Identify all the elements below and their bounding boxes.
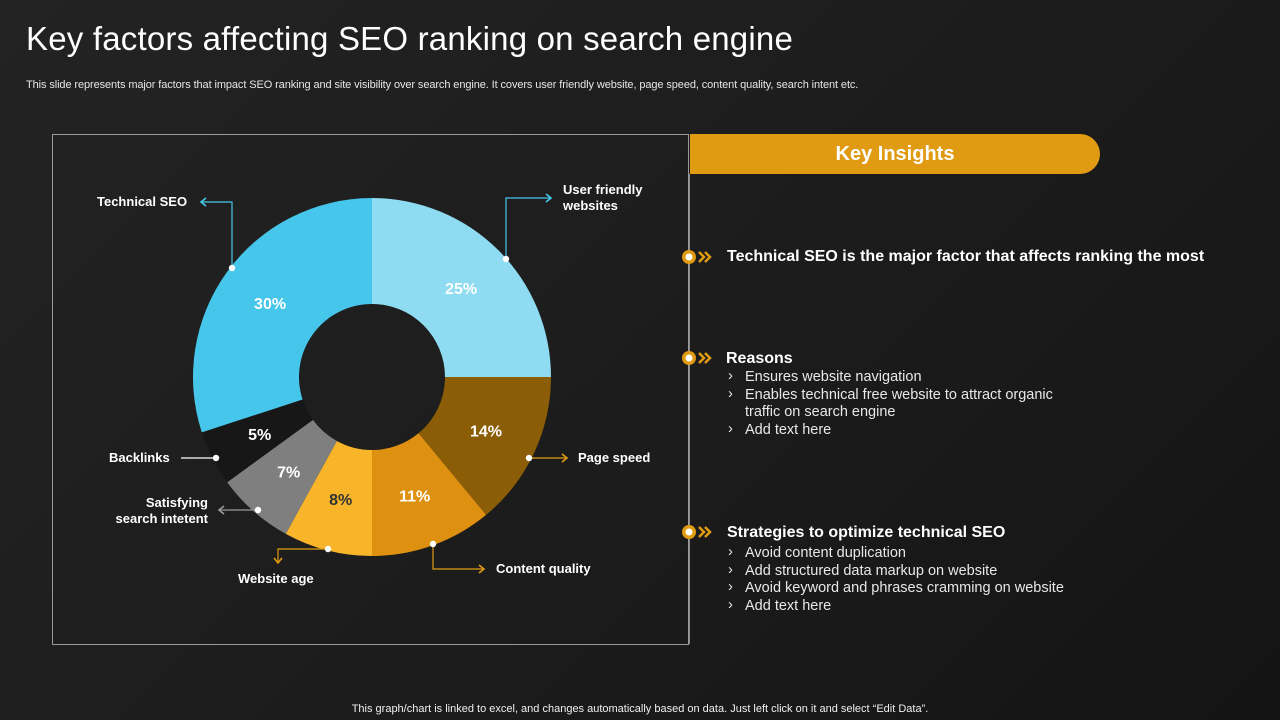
callout-arrow-icon xyxy=(561,453,569,463)
donut-slice-label: 8% xyxy=(329,492,352,509)
list-item: Avoid content duplication xyxy=(726,544,1064,563)
callout-arrow-icon xyxy=(199,197,207,207)
donut-slice-backlinks[interactable] xyxy=(201,399,313,483)
callout-technical-seo: Technical SEO xyxy=(97,194,187,209)
donut-slice-label: 14% xyxy=(470,424,502,441)
donut-slice-label: 30% xyxy=(254,296,286,313)
callout-arrow-icon xyxy=(478,564,486,574)
callout-arrow-icon xyxy=(273,557,283,565)
bullet-arrow-icon xyxy=(682,351,712,365)
donut-slice-label: 5% xyxy=(248,427,271,444)
page-title: Key factors affecting SEO ranking on sea… xyxy=(26,20,794,57)
callout-dot xyxy=(429,540,437,548)
footer-note: This graph/chart is linked to excel, and… xyxy=(351,703,929,715)
callout-dot xyxy=(212,454,220,462)
callout-backlinks: Backlinks xyxy=(109,450,170,465)
callout-dot xyxy=(502,255,510,263)
callout-satisfying-line1: Satisfying xyxy=(146,495,208,510)
callout-line-user-friendly xyxy=(505,197,551,259)
donut-chart[interactable]: 25% 14% 11% 8% 7% 5% 30% Technical SEO User fr… xyxy=(53,135,690,646)
callout-dot xyxy=(525,454,533,462)
insights-divider xyxy=(689,174,690,644)
callout-dot xyxy=(254,506,262,514)
strategies-list: Avoid content duplication Add structured… xyxy=(726,544,1064,616)
donut-slice-label: 7% xyxy=(277,465,300,482)
reasons-list: Ensures website navigation Enables techn… xyxy=(726,368,1053,440)
key-insights-title: Key Insights xyxy=(835,142,955,165)
donut-slice-user-friendly-websites[interactable] xyxy=(372,198,551,377)
callout-line-website-age xyxy=(277,548,328,563)
donut-slice-label: 25% xyxy=(445,281,477,298)
callout-line-technical-seo xyxy=(201,201,233,268)
callout-dot xyxy=(324,545,332,553)
list-item: Add text here xyxy=(726,421,1053,440)
donut-slice-label: 11% xyxy=(399,489,430,506)
page-subtitle: This slide represents major factors that… xyxy=(26,79,859,91)
donut-slice-technical-seo[interactable] xyxy=(192,198,372,433)
callout-user-friendly-line1: User friendly xyxy=(563,182,643,197)
main-insight: Technical SEO is the major factor that a… xyxy=(727,248,1205,265)
callout-website-age: Website age xyxy=(238,571,314,586)
callout-satisfying-line2: search intetent xyxy=(116,511,209,526)
donut-slice-page-speed[interactable] xyxy=(418,377,551,515)
bullet-arrow-icon xyxy=(682,250,712,264)
strategies-title: Strategies to optimize technical SEO xyxy=(727,524,1006,541)
donut-slice-content-quality[interactable] xyxy=(372,433,487,556)
list-item: Add structured data markup on website xyxy=(726,562,1064,581)
callout-arrow-icon xyxy=(545,193,553,203)
callout-user-friendly-line2: websites xyxy=(562,198,618,213)
list-item: Ensures website navigation xyxy=(726,368,1053,387)
callout-content-quality: Content quality xyxy=(496,561,591,576)
list-item: Enables technical free website to attrac… xyxy=(726,386,1053,405)
donut-slice-website-age[interactable] xyxy=(285,440,372,556)
donut-slice-satisfying-search-intetent[interactable] xyxy=(227,419,337,534)
chart-panel: 25% 14% 11% 8% 7% 5% 30% Technical SEO User fr… xyxy=(52,134,689,645)
key-insights-header: Key Insights xyxy=(690,134,1100,174)
list-item: Avoid keyword and phrases cramming on we… xyxy=(726,579,1064,598)
callout-dot xyxy=(228,264,236,272)
callout-page-speed: Page speed xyxy=(578,450,650,465)
callout-line-content-quality xyxy=(432,544,484,570)
list-item-continuation: traffic on search engine xyxy=(745,404,896,420)
reasons-title: Reasons xyxy=(726,350,793,367)
bullet-arrow-icon xyxy=(682,525,712,539)
callout-arrow-icon xyxy=(217,505,225,515)
list-item: Add text here xyxy=(726,597,1064,616)
